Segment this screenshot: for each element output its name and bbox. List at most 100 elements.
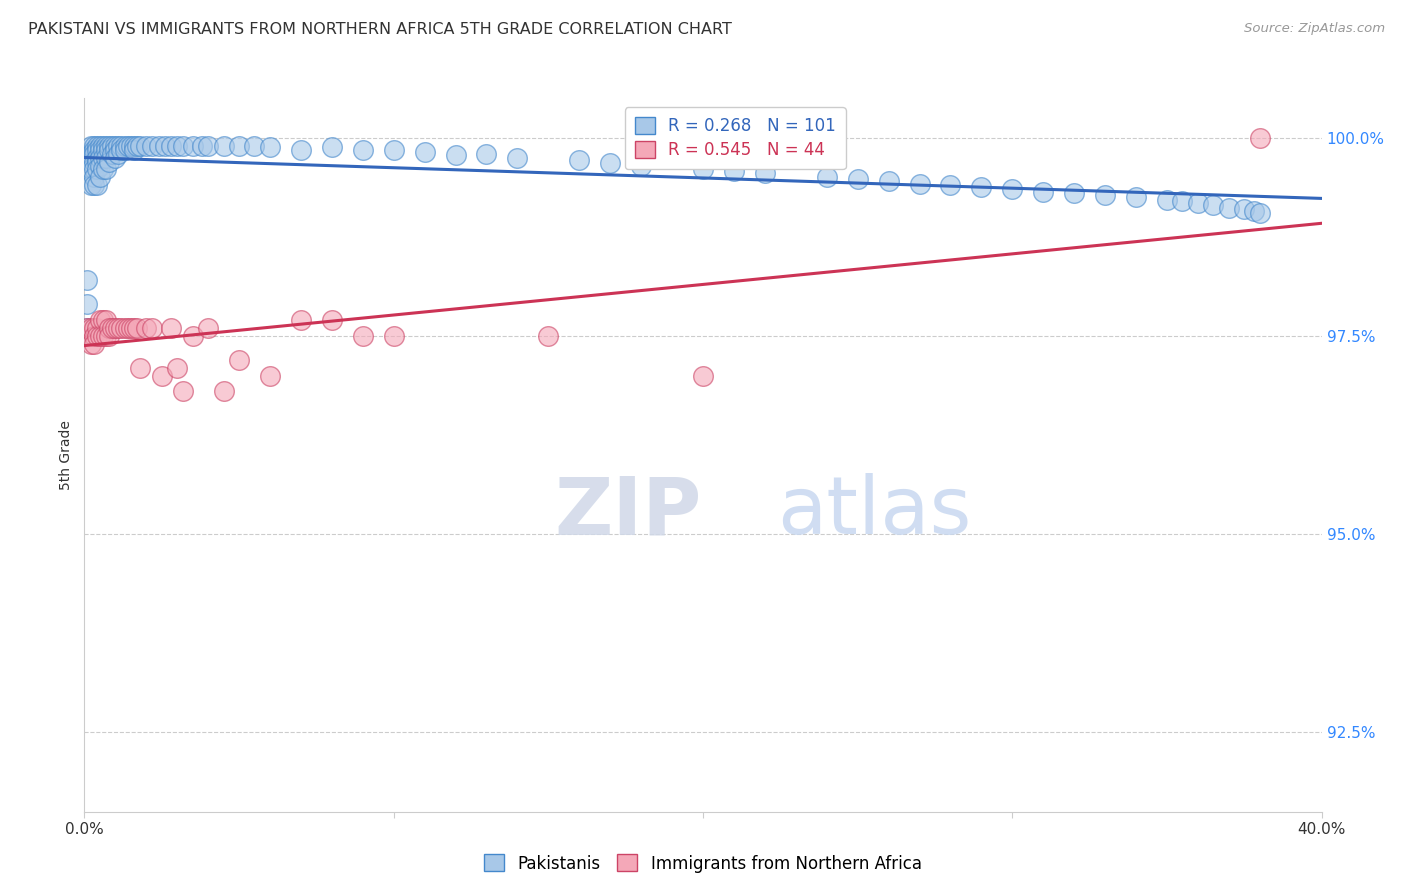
Point: [79, 337, 101, 351]
Point: [107, 321, 129, 335]
Point: [877, 174, 900, 188]
Point: [79, 146, 101, 161]
Point: [1218, 201, 1240, 215]
Point: [83, 143, 105, 157]
Point: [692, 368, 714, 383]
Point: [98, 321, 121, 335]
Point: [94, 151, 117, 165]
Point: [846, 172, 869, 186]
Point: [160, 321, 183, 335]
Point: [212, 138, 235, 153]
Point: [89, 313, 111, 327]
Point: [94, 313, 117, 327]
Point: [83, 178, 105, 193]
Point: [181, 329, 204, 343]
Point: [630, 159, 652, 173]
Point: [129, 360, 152, 375]
Point: [117, 321, 139, 335]
Point: [83, 337, 105, 351]
Point: [98, 138, 121, 153]
Point: [89, 143, 111, 157]
Point: [89, 159, 111, 173]
Point: [91, 143, 114, 157]
Point: [1171, 194, 1194, 209]
Point: [153, 138, 176, 153]
Point: [259, 140, 281, 154]
Text: PAKISTANI VS IMMIGRANTS FROM NORTHERN AFRICA 5TH GRADE CORRELATION CHART: PAKISTANI VS IMMIGRANTS FROM NORTHERN AF…: [28, 22, 733, 37]
Point: [1094, 187, 1116, 202]
Point: [91, 313, 114, 327]
Point: [321, 313, 343, 327]
Point: [290, 313, 312, 327]
Point: [382, 329, 405, 343]
Point: [191, 138, 214, 153]
Point: [166, 360, 188, 375]
Point: [135, 321, 157, 335]
Point: [94, 143, 117, 157]
Point: [91, 138, 114, 153]
Point: [212, 384, 235, 399]
Point: [908, 177, 931, 191]
Point: [114, 143, 136, 157]
Point: [1125, 190, 1147, 204]
Point: [122, 143, 145, 157]
Point: [91, 151, 114, 165]
Point: [506, 151, 529, 165]
Point: [1233, 202, 1256, 216]
Y-axis label: 5th Grade: 5th Grade: [59, 420, 73, 490]
Point: [83, 162, 105, 177]
Point: [1156, 193, 1178, 207]
Point: [352, 329, 374, 343]
Point: [110, 138, 132, 153]
Point: [79, 162, 101, 177]
Point: [166, 138, 188, 153]
Point: [599, 156, 621, 170]
Point: [114, 321, 136, 335]
Point: [1187, 195, 1209, 210]
Legend: Pakistanis, Immigrants from Northern Africa: Pakistanis, Immigrants from Northern Afr…: [478, 847, 928, 880]
Point: [107, 138, 129, 153]
Point: [1249, 130, 1271, 145]
Point: [83, 138, 105, 153]
Point: [141, 321, 163, 335]
Point: [228, 352, 250, 367]
Point: [1001, 182, 1024, 196]
Point: [101, 321, 124, 335]
Point: [91, 162, 114, 177]
Point: [89, 329, 111, 343]
Point: [89, 170, 111, 185]
Point: [104, 321, 127, 335]
Point: [86, 321, 108, 335]
Point: [290, 143, 312, 157]
Point: [110, 143, 132, 157]
Point: [413, 145, 436, 159]
Point: [197, 321, 219, 335]
Point: [104, 138, 127, 153]
Point: [321, 140, 343, 154]
Point: [1202, 198, 1225, 212]
Point: [107, 146, 129, 161]
Point: [83, 321, 105, 335]
Point: [172, 138, 194, 153]
Point: [110, 321, 132, 335]
Point: [79, 178, 101, 193]
Point: [537, 329, 560, 343]
Point: [120, 321, 142, 335]
Point: [86, 151, 108, 165]
Point: [83, 329, 105, 343]
Point: [148, 138, 170, 153]
Point: [259, 368, 281, 383]
Point: [101, 138, 124, 153]
Point: [94, 329, 117, 343]
Point: [89, 138, 111, 153]
Point: [197, 138, 219, 153]
Point: [129, 138, 152, 153]
Point: [120, 138, 142, 153]
Point: [83, 154, 105, 169]
Point: [172, 384, 194, 399]
Point: [160, 138, 183, 153]
Point: [76, 321, 98, 335]
Point: [1243, 203, 1265, 218]
Point: [86, 178, 108, 193]
Point: [76, 321, 98, 335]
